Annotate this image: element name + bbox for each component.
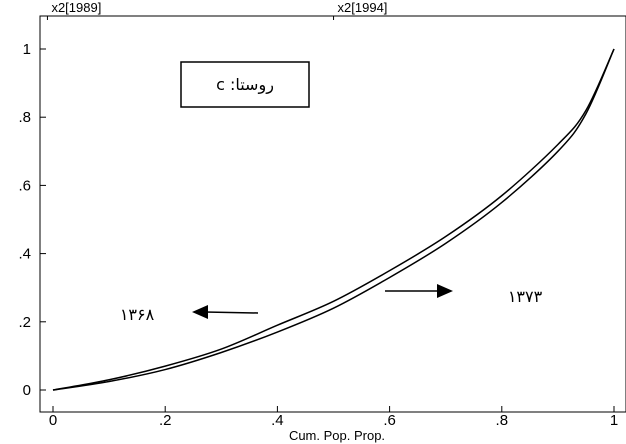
top-axis: x2[1989] x2[1994] bbox=[46, 0, 388, 20]
series-line-1 bbox=[52, 48, 615, 391]
arrow-left-head bbox=[192, 305, 208, 319]
x-tick-label-2: .4 bbox=[271, 412, 284, 429]
plot-frame bbox=[39, 15, 626, 413]
y-tick-label-2: .4 bbox=[18, 246, 31, 263]
annotation-1368-label: ۱۳۶۸ bbox=[120, 305, 155, 324]
y-tick-label-3: .6 bbox=[18, 177, 31, 194]
y-tick-label-4: .8 bbox=[18, 109, 31, 126]
annotation-1373: ۱۳۷۳ bbox=[385, 284, 543, 306]
x-tick-label-4: .8 bbox=[496, 412, 509, 429]
top-axis-label-0: x2[1989] bbox=[51, 0, 101, 15]
x-tick-label-5: 1 bbox=[610, 412, 618, 429]
y-axis: 0 .2 .4 .6 .8 1 bbox=[18, 41, 46, 399]
x-tick-label-3: .6 bbox=[383, 412, 396, 429]
annotation-1368: ۱۳۶۸ bbox=[120, 305, 259, 324]
top-axis-label-1: x2[1994] bbox=[338, 0, 388, 15]
y-tick-label-5: 1 bbox=[23, 41, 31, 58]
x-tick-label-0: 0 bbox=[49, 412, 57, 429]
series-line-0 bbox=[52, 48, 615, 391]
series-layer bbox=[52, 48, 615, 391]
legend-box-text: روستا: c bbox=[216, 75, 274, 95]
x-axis: 0 .2 .4 .6 .8 1 bbox=[49, 406, 618, 429]
arrow-right-head bbox=[437, 284, 453, 298]
arrow-left-icon bbox=[204, 311, 259, 314]
annotation-1373-label: ۱۳۷۳ bbox=[508, 287, 543, 306]
y-tick-label-0: 0 bbox=[23, 382, 31, 399]
y-tick-label-1: .2 bbox=[18, 314, 31, 331]
x-axis-title: Cum. Pop. Prop. bbox=[289, 428, 385, 443]
legend-box: روستا: c bbox=[180, 61, 310, 108]
x-tick-label-1: .2 bbox=[159, 412, 172, 429]
